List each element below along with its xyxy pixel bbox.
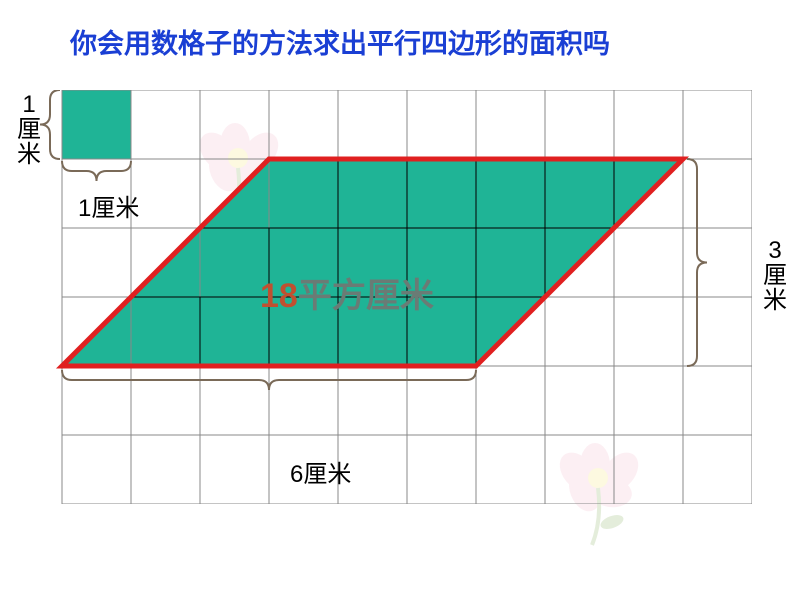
area-unit: 平方厘米 bbox=[298, 277, 434, 315]
base-label: 6厘米 bbox=[290, 454, 351, 489]
area-value: 18 bbox=[260, 277, 298, 315]
height-label: 3厘米 bbox=[760, 238, 790, 314]
main-title: 你会用数格子的方法求出平行四边形的面积吗 bbox=[70, 22, 610, 61]
unit-label-horizontal: 1厘米 bbox=[78, 188, 139, 223]
unit-label-vertical: 1厘米 bbox=[12, 92, 46, 168]
area-label: 18平方厘米 bbox=[260, 268, 434, 317]
